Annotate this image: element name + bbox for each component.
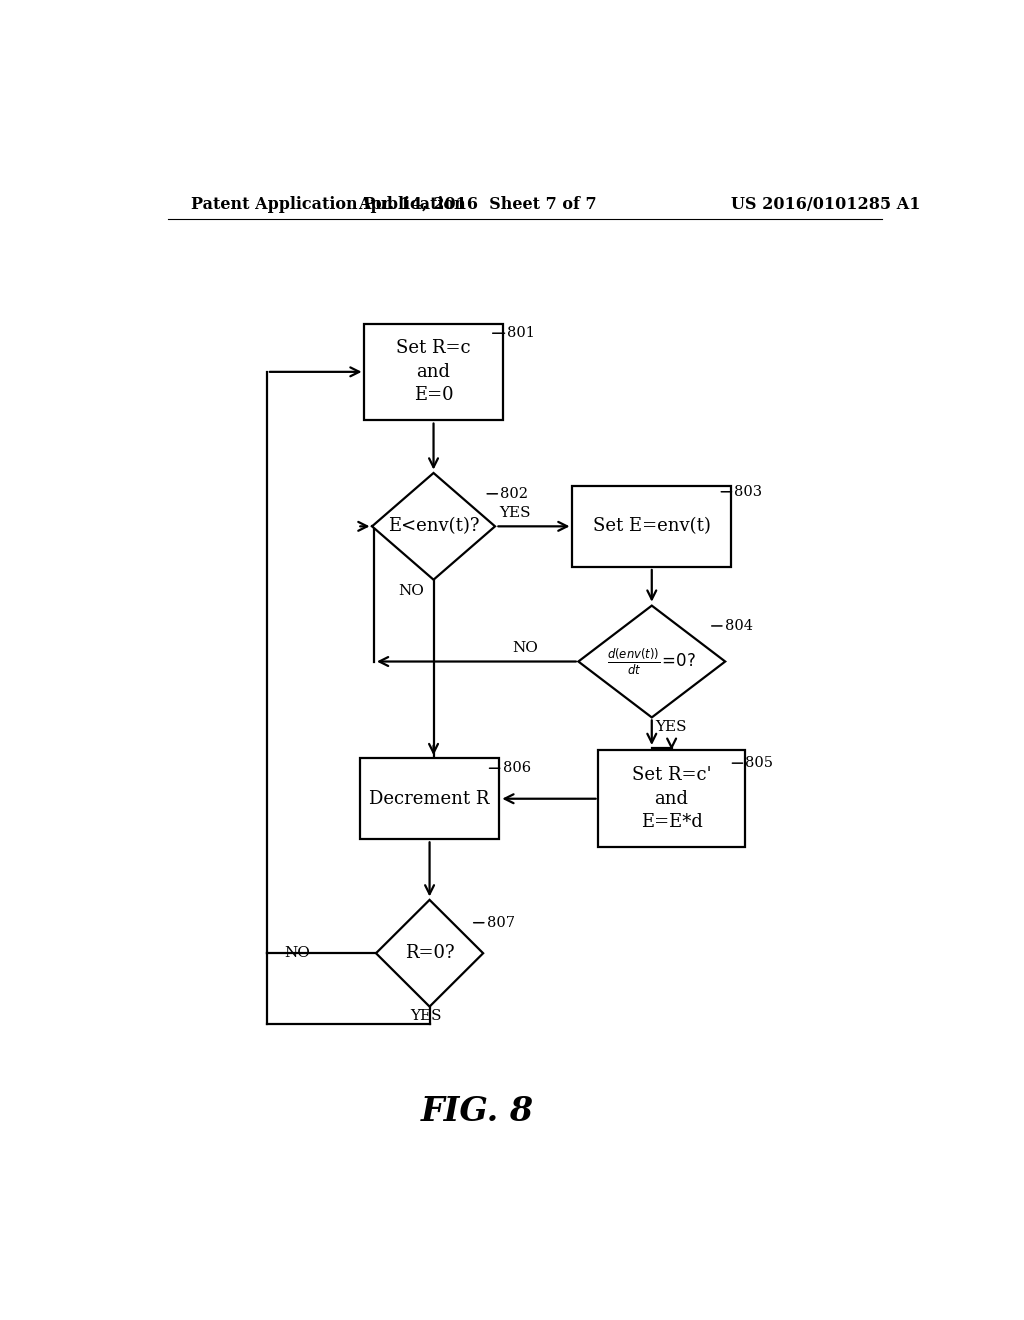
Polygon shape — [376, 900, 483, 1007]
Text: E<env(t)?: E<env(t)? — [388, 517, 479, 536]
Polygon shape — [579, 606, 725, 718]
Text: 802: 802 — [500, 487, 528, 500]
Text: R=0?: R=0? — [404, 944, 455, 962]
Text: Set R=c'
and
E=E*d: Set R=c' and E=E*d — [632, 766, 712, 832]
Bar — [365, 323, 503, 420]
Text: 804: 804 — [725, 619, 753, 634]
Text: Apr. 14, 2016  Sheet 7 of 7: Apr. 14, 2016 Sheet 7 of 7 — [357, 195, 597, 213]
Text: NO: NO — [397, 585, 424, 598]
Text: Set R=c
and
E=0: Set R=c and E=0 — [396, 339, 471, 404]
Text: Patent Application Publication: Patent Application Publication — [191, 195, 466, 213]
Text: YES: YES — [500, 507, 530, 520]
Text: YES: YES — [410, 1008, 441, 1023]
Text: Set E=env(t): Set E=env(t) — [593, 517, 711, 536]
Bar — [572, 486, 731, 568]
Text: YES: YES — [655, 721, 686, 734]
Text: 806: 806 — [503, 762, 530, 775]
Text: 807: 807 — [486, 916, 515, 929]
Polygon shape — [372, 473, 495, 579]
Bar — [360, 758, 499, 840]
Text: NO: NO — [512, 642, 538, 656]
Text: 805: 805 — [745, 756, 773, 770]
Text: NO: NO — [285, 946, 310, 960]
Text: 803: 803 — [734, 484, 763, 499]
Text: US 2016/0101285 A1: US 2016/0101285 A1 — [731, 195, 921, 213]
Bar — [598, 751, 745, 847]
Text: $\frac{d(env(t))}{dt}\!=\!0?$: $\frac{d(env(t))}{dt}\!=\!0?$ — [607, 647, 696, 677]
Text: 801: 801 — [507, 326, 536, 341]
Text: FIG. 8: FIG. 8 — [421, 1096, 534, 1129]
Text: Decrement R: Decrement R — [370, 789, 489, 808]
